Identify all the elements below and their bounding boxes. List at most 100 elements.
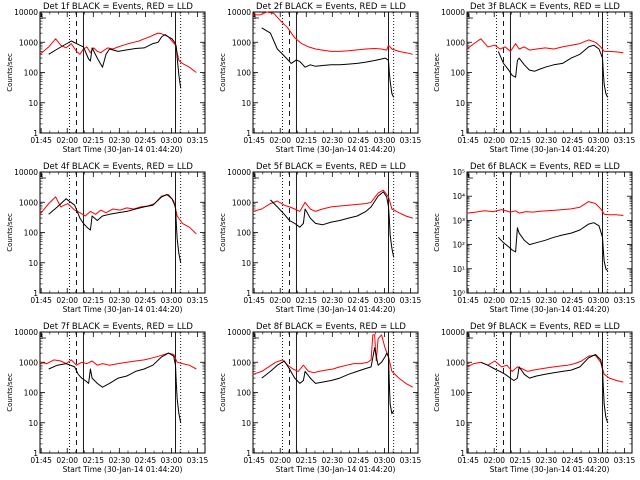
detector-panel-8: Det 8f BLACK = Events, RED = LLD 1 10 100 10… <box>219 322 422 474</box>
x-tick-label: 02:45 <box>562 136 584 145</box>
plot-frame <box>466 171 633 294</box>
panel-title: Det 1f BLACK = Events, RED = LLD <box>43 2 193 12</box>
y-tick-label: 100 <box>24 229 39 238</box>
corner-mark <box>41 334 46 339</box>
x-tick-label: 02:30 <box>536 296 558 305</box>
y-tick-label: 1 <box>246 449 251 458</box>
x-tick-label: 02:15 <box>509 456 531 465</box>
y-tick-label: 1000 <box>19 358 38 367</box>
y-axis-label: Counts/sec <box>219 53 227 92</box>
x-tick-label: 03:15 <box>187 456 209 465</box>
corner-mark <box>41 174 46 179</box>
y-tick-label: 1 <box>33 449 38 458</box>
y-axis-label: Counts/sec <box>6 373 14 412</box>
y-tick-label: 10¹ <box>452 265 465 274</box>
y-tick-label: 10 <box>28 419 38 428</box>
detector-panel-2: Det 2f BLACK = Events, RED = LLD 1 10 100 10… <box>219 2 422 154</box>
series-line-lld <box>466 354 624 383</box>
y-axis-label: Counts/sec <box>219 213 227 252</box>
x-tick-label: 01:45 <box>457 296 479 305</box>
y-tick-label: 10 <box>241 259 251 268</box>
x-tick-label: 01:45 <box>457 136 479 145</box>
y-axis-label: Counts/sec <box>433 53 441 92</box>
x-tick-label: 02:00 <box>269 136 291 145</box>
x-tick-label: 03:00 <box>161 456 183 465</box>
x-tick-label: 02:15 <box>509 296 531 305</box>
y-tick-label: 1 <box>33 289 38 298</box>
x-tick-label: 01:45 <box>243 136 265 145</box>
panel-title: Det 9f BLACK = Events, RED = LLD <box>470 322 620 332</box>
x-tick-label: 03:00 <box>374 296 396 305</box>
x-tick-label: 02:45 <box>348 456 370 465</box>
y-tick-label: 10² <box>452 241 465 250</box>
x-tick-label: 02:00 <box>56 136 78 145</box>
series-line-lld <box>466 201 624 216</box>
x-tick-label: 03:15 <box>614 136 636 145</box>
y-tick-label: 10⁵ <box>452 168 465 177</box>
y-tick-label: 10 <box>455 99 465 108</box>
y-tick-label: 10 <box>241 419 251 428</box>
x-tick-label: 03:15 <box>400 456 422 465</box>
y-axis-label: Counts/sec <box>219 373 227 412</box>
x-tick-label: 02:15 <box>82 296 104 305</box>
detector-panel-6: Det 6f BLACK = Events, RED = LLD 10⁰ 10¹ 10… <box>433 162 636 314</box>
x-axis-label: Start Time (30-Jan-14 01:44:20) <box>276 145 396 154</box>
panel-title: Det 7f BLACK = Events, RED = LLD <box>43 322 193 332</box>
series-line-events <box>497 222 609 272</box>
corner-mark <box>468 334 473 339</box>
y-tick-label: 10000 <box>14 168 38 177</box>
series-line-events <box>270 191 395 258</box>
y-tick-label: 100 <box>237 229 252 238</box>
y-tick-label: 10000 <box>227 8 251 17</box>
x-tick-label: 02:00 <box>483 296 505 305</box>
x-tick-label: 03:00 <box>588 136 610 145</box>
x-tick-label: 01:45 <box>30 456 52 465</box>
x-axis-label: Start Time (30-Jan-14 01:44:20) <box>490 305 610 314</box>
y-tick-label: 10000 <box>441 328 465 337</box>
x-tick-label: 02:30 <box>536 456 558 465</box>
x-tick-label: 03:00 <box>588 296 610 305</box>
x-tick-label: 03:00 <box>374 136 396 145</box>
y-tick-label: 100 <box>237 69 252 78</box>
y-tick-label: 1 <box>246 129 251 138</box>
panel-title: Det 6f BLACK = Events, RED = LLD <box>470 162 620 172</box>
x-tick-label: 02:45 <box>562 456 584 465</box>
y-tick-label: 1 <box>460 449 465 458</box>
x-tick-label: 03:15 <box>400 296 422 305</box>
x-tick-label: 03:15 <box>187 136 209 145</box>
x-tick-label: 02:00 <box>56 296 78 305</box>
y-tick-label: 100 <box>451 69 466 78</box>
y-tick-label: 1000 <box>232 358 251 367</box>
x-tick-label: 02:00 <box>483 136 505 145</box>
y-tick-label: 1 <box>460 129 465 138</box>
y-tick-label: 1000 <box>232 38 251 47</box>
x-axis-label: Start Time (30-Jan-14 01:44:20) <box>490 145 610 154</box>
y-tick-label: 1000 <box>446 38 465 47</box>
y-tick-label: 1 <box>246 289 251 298</box>
x-tick-label: 02:30 <box>109 456 131 465</box>
series-line-lld <box>466 38 624 54</box>
series-line-events <box>48 194 182 263</box>
detector-panel-5: Det 5f BLACK = Events, RED = LLD 1 10 100 10… <box>219 162 422 314</box>
series-line-events <box>261 27 395 98</box>
series-line-lld <box>252 334 414 388</box>
x-tick-label: 02:00 <box>483 456 505 465</box>
x-tick-label: 01:45 <box>243 456 265 465</box>
x-tick-label: 02:00 <box>56 456 78 465</box>
y-tick-label: 100 <box>24 69 39 78</box>
x-axis-label: Start Time (30-Jan-14 01:44:20) <box>63 145 183 154</box>
x-tick-label: 03:15 <box>614 296 636 305</box>
series-line-lld <box>39 32 197 73</box>
series-line-lld <box>253 11 413 55</box>
y-axis-label: Counts/sec <box>433 373 441 412</box>
x-tick-label: 02:45 <box>348 296 370 305</box>
y-tick-label: 10 <box>241 99 251 108</box>
panel-title: Det 3f BLACK = Events, RED = LLD <box>470 2 620 12</box>
x-tick-label: 03:00 <box>161 296 183 305</box>
corner-mark <box>41 14 46 19</box>
x-tick-label: 02:15 <box>295 296 317 305</box>
x-tick-label: 02:45 <box>135 296 157 305</box>
series-line-events <box>480 354 609 423</box>
x-axis-label: Start Time (30-Jan-14 01:44:20) <box>63 465 183 474</box>
